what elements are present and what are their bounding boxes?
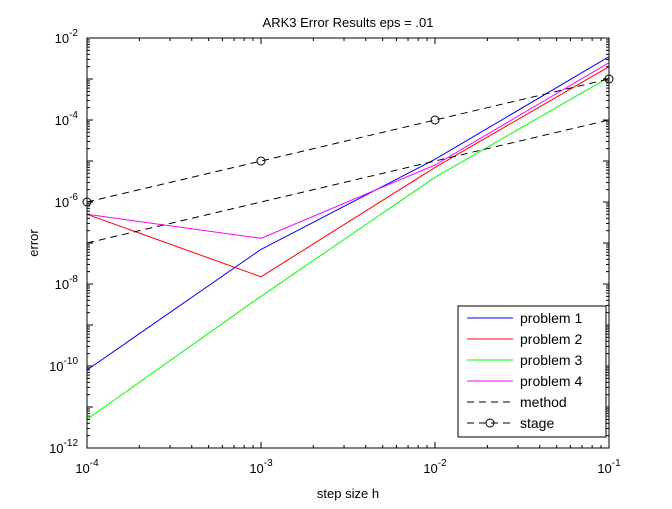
legend-marker-stage (485, 418, 495, 428)
series-point-stage (256, 156, 266, 166)
legend-box (457, 305, 607, 438)
chart-title: ARK3 Error Results eps = .01 (263, 15, 434, 30)
series-line-problem-1 (86, 56, 610, 371)
series-line-problem-3 (86, 76, 610, 420)
series-point-stage (430, 115, 440, 125)
legend-label-problem-1: problem 1 (520, 310, 582, 326)
legend-label-problem-4: problem 4 (520, 373, 582, 389)
y-tick-label: 10-10 (49, 356, 78, 374)
y-tick-label: 10-4 (55, 110, 79, 128)
x-tick-label: 10-1 (597, 458, 621, 476)
series-line-problem-2 (86, 66, 610, 278)
x-tick-label: 10-3 (249, 458, 273, 476)
legend-label-problem-3: problem 3 (520, 352, 582, 368)
x-tick-label: 10-4 (75, 458, 99, 476)
legend-label-method: method (520, 394, 567, 410)
x-tick-label: 10-2 (423, 458, 447, 476)
series-line-problem-4 (86, 62, 610, 239)
y-tick-label: 10-2 (55, 28, 79, 46)
x-axis-label: step size h (317, 486, 379, 501)
legend-label-stage: stage (520, 415, 554, 431)
y-tick-label: 10-12 (49, 438, 78, 456)
ticks-layer: 10-4 10-3 10-2 10-1 10-12 10-10 10-8 10-6 10-4 10… (49, 28, 621, 476)
series-line-method (86, 119, 610, 244)
y-tick-label: 10-6 (55, 192, 79, 210)
legend-label-problem-2: problem 2 (520, 331, 582, 347)
series-line-stage (86, 78, 610, 203)
y-axis-label: error (26, 229, 41, 257)
y-tick-label: 10-8 (55, 274, 79, 292)
legend: problem 1 problem 2 problem 3 problem 4 meth… (457, 305, 607, 438)
